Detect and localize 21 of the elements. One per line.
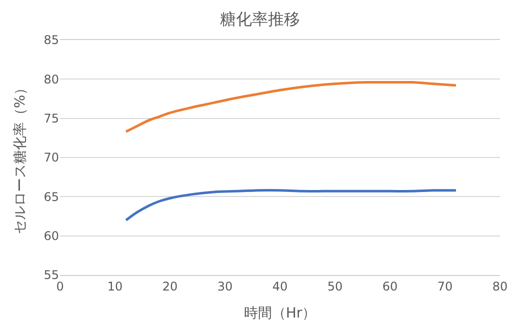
y-tick-label: 55 <box>44 268 59 282</box>
y-tick-label: 60 <box>44 229 59 244</box>
chart-title: 糖化率推移 <box>220 9 300 28</box>
y-tick-label: 85 <box>44 33 59 48</box>
y-tick-label: 65 <box>44 190 59 204</box>
x-tick-label: 60 <box>382 279 398 294</box>
x-tick-label: 30 <box>217 279 233 294</box>
x-tick-label: 80 <box>492 279 508 294</box>
y-tick-label: 70 <box>44 150 59 165</box>
x-tick-label: 50 <box>327 279 343 294</box>
x-tick-label: 10 <box>107 279 123 294</box>
x-tick-label: 70 <box>437 279 453 294</box>
y-axis-title: セルロース糖化率（%） <box>12 80 28 234</box>
x-tick-label: 20 <box>162 279 178 294</box>
x-tick-label: 0 <box>56 279 64 294</box>
x-axis-title: 時間（Hr） <box>244 306 316 322</box>
line-series <box>124 80 458 133</box>
y-tick-label: 75 <box>44 112 59 126</box>
line-series <box>124 189 458 222</box>
x-tick-label: 40 <box>272 279 288 294</box>
y-tick-label: 80 <box>44 72 59 86</box>
